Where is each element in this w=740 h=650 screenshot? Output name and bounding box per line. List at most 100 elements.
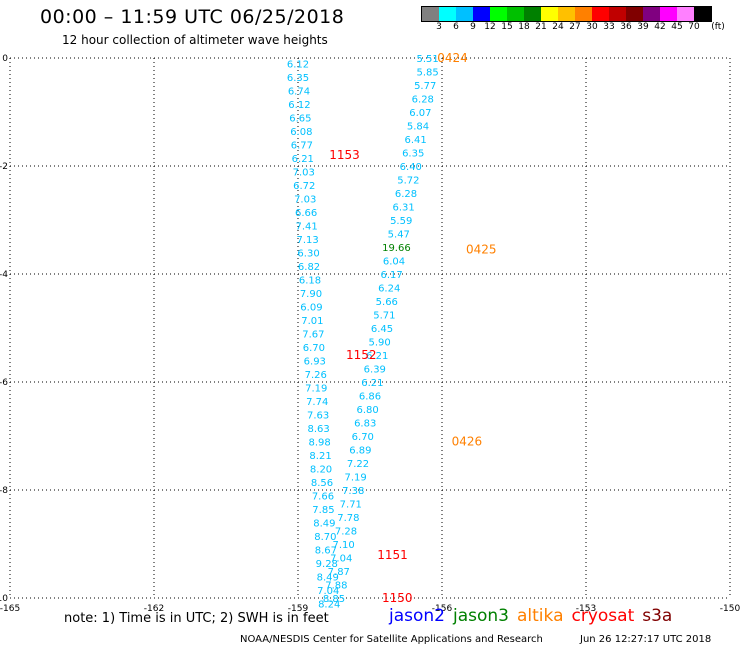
color-scale-label: 70 xyxy=(688,22,700,32)
data-point-label: 7.71 xyxy=(340,500,362,511)
color-swatch xyxy=(575,7,592,21)
data-point-label: 6.21 xyxy=(361,378,383,389)
credit-text: NOAA/NESDIS Center for Satellite Applica… xyxy=(240,634,543,645)
time-label: 0426 xyxy=(452,434,483,448)
data-point-label: 8.21 xyxy=(309,451,331,462)
color-scale-label: 30 xyxy=(586,22,598,32)
data-point-label: 7.74 xyxy=(306,397,328,408)
y-tick-label: -8 xyxy=(0,486,8,496)
color-scale-label: 3 xyxy=(436,22,442,32)
data-point-label: 9.28 xyxy=(316,559,338,570)
data-point-label: 6.80 xyxy=(356,405,378,416)
color-swatch xyxy=(609,7,626,21)
legend-entry: cryosat xyxy=(571,606,635,626)
data-point-label: 7.19 xyxy=(344,473,366,484)
y-tick-label: 0 xyxy=(2,54,8,64)
data-point-label: 7.85 xyxy=(312,505,334,516)
data-point-label: 6.83 xyxy=(354,419,376,430)
legend-entry: jason3 xyxy=(453,606,509,626)
data-point-label: 6.09 xyxy=(300,302,322,313)
data-point-label: 7.38 xyxy=(342,486,364,497)
data-point-label: 7.10 xyxy=(332,540,354,551)
time-label: 1151 xyxy=(377,548,408,562)
legend-entry: jason2 xyxy=(389,606,445,626)
color-swatch xyxy=(439,7,456,21)
data-point-label: 6.08 xyxy=(290,127,312,138)
data-point-label: 8.67 xyxy=(315,545,337,556)
units-note: note: 1) Time is in UTC; 2) SWH is in fe… xyxy=(64,611,329,626)
time-label: 1153 xyxy=(329,148,360,162)
data-point-label: 6.72 xyxy=(293,181,315,192)
data-point-label: 8.49 xyxy=(313,518,335,529)
color-scale-label: 27 xyxy=(569,22,581,32)
data-point-label: 19.66 xyxy=(382,243,411,254)
data-point-label: 8.56 xyxy=(311,478,333,489)
color-scale-label: 18 xyxy=(518,22,530,32)
data-point-label: 5.84 xyxy=(407,122,429,133)
y-tick-label: -2 xyxy=(0,162,8,172)
y-tick-label: -10 xyxy=(0,594,8,604)
color-swatch xyxy=(456,7,473,21)
data-point-label: 7.87 xyxy=(328,567,350,578)
unit-label: (ft) xyxy=(711,22,725,32)
data-point-label: 6.77 xyxy=(291,140,313,151)
data-point-label: 5.72 xyxy=(397,176,419,187)
color-swatch xyxy=(694,7,711,21)
data-point-label: 5.47 xyxy=(388,230,410,241)
data-point-label: 6.65 xyxy=(289,113,311,124)
data-point-label: 7.28 xyxy=(335,527,357,538)
y-tick-label: -6 xyxy=(0,378,8,388)
color-scale-label: 9 xyxy=(470,22,476,32)
color-swatch xyxy=(422,7,439,21)
color-scale-label: 45 xyxy=(671,22,683,32)
data-point-label: 8.20 xyxy=(310,464,332,475)
color-swatch xyxy=(541,7,558,21)
data-point-label: 5.71 xyxy=(373,311,395,322)
x-tick-label: -162 xyxy=(144,604,164,614)
data-point-label: 6.35 xyxy=(402,149,424,160)
time-label: 1152 xyxy=(346,348,377,362)
data-point-label: 7.03 xyxy=(293,167,315,178)
data-point-label: 8.49 xyxy=(317,572,339,583)
color-swatch xyxy=(490,7,507,21)
y-tick-label: -4 xyxy=(0,270,8,280)
data-point-label: 6.70 xyxy=(303,343,325,354)
color-scale-label: 24 xyxy=(552,22,564,32)
color-swatch xyxy=(660,7,677,21)
color-scale-label: 33 xyxy=(603,22,615,32)
x-tick-label: -150 xyxy=(720,604,740,614)
chart-title: 00:00 – 11:59 UTC 06/25/2018 xyxy=(40,6,345,28)
color-swatch xyxy=(558,7,575,21)
generation-timestamp: Jun 26 12:27:17 UTC 2018 xyxy=(580,634,712,645)
data-point-label: 6.04 xyxy=(383,257,405,268)
data-point-label: 6.66 xyxy=(295,208,317,219)
data-point-label: 6.40 xyxy=(400,162,422,173)
data-point-label: 6.86 xyxy=(359,392,381,403)
data-point-label: 6.39 xyxy=(364,365,386,376)
data-point-label: 7.13 xyxy=(296,235,318,246)
data-point-label: 7.03 xyxy=(294,194,316,205)
color-swatch xyxy=(473,7,490,21)
color-scale-label: 42 xyxy=(654,22,666,32)
data-point-label: 6.07 xyxy=(409,108,431,119)
data-point-label: 5.51 xyxy=(416,54,438,65)
data-point-label: 6.31 xyxy=(392,203,414,214)
data-point-label: 7.04 xyxy=(330,554,352,565)
x-tick-label: -156 xyxy=(432,604,453,614)
color-swatch xyxy=(643,7,660,21)
data-point-label: 5.85 xyxy=(416,68,438,79)
color-scale-label: 36 xyxy=(620,22,632,32)
data-point-label: 6.28 xyxy=(412,95,434,106)
data-point-label: 6.21 xyxy=(292,154,314,165)
data-point-label: 6.17 xyxy=(380,270,402,281)
data-point-label: 6.45 xyxy=(371,324,393,335)
legend-entry: s3a xyxy=(642,606,673,626)
data-point-label: 8.98 xyxy=(308,437,330,448)
color-scale-label: 15 xyxy=(501,22,513,32)
color-swatch xyxy=(677,7,694,21)
data-point-label: 5.59 xyxy=(390,216,412,227)
data-point-label: 6.93 xyxy=(304,356,326,367)
data-point-label: 6.82 xyxy=(298,262,320,273)
x-tick-label: -153 xyxy=(576,604,596,614)
data-point-label: 7.22 xyxy=(347,459,369,470)
